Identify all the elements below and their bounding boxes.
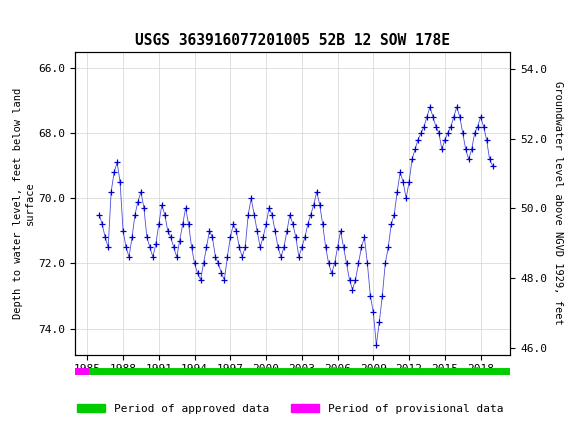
Text: ▒USGS: ▒USGS (9, 9, 63, 30)
Title: USGS 363916077201005 52B 12 SOW 178E: USGS 363916077201005 52B 12 SOW 178E (135, 33, 451, 48)
Legend: Period of approved data, Period of provisional data: Period of approved data, Period of provi… (72, 399, 508, 418)
Y-axis label: Depth to water level, feet below land
surface: Depth to water level, feet below land su… (13, 88, 35, 319)
Y-axis label: Groundwater level above NGVD 1929, feet: Groundwater level above NGVD 1929, feet (553, 81, 563, 325)
